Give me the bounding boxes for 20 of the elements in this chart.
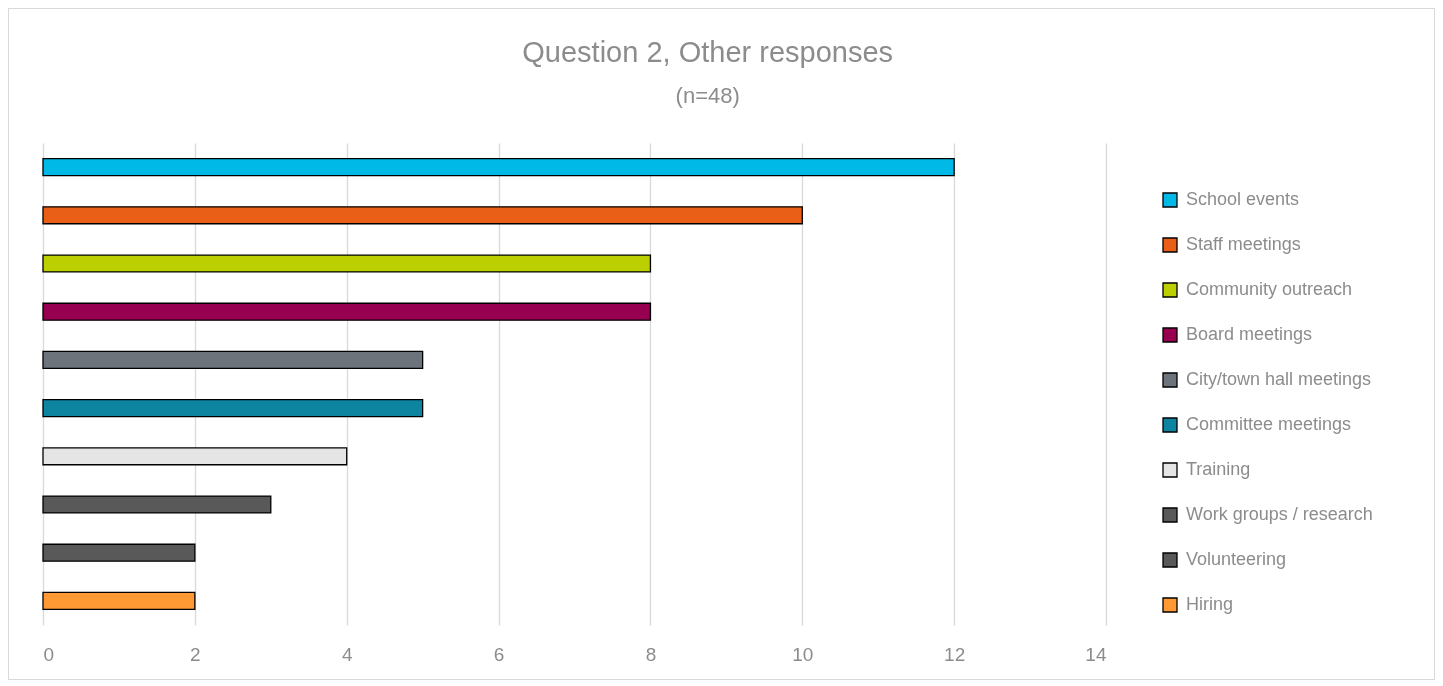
legend-label: Committee meetings: [1186, 414, 1352, 434]
x-tick-label: 4: [341, 643, 353, 665]
legend-label: Work groups / research: [1186, 504, 1373, 524]
x-tick-label: 12: [944, 643, 966, 665]
x-tick-label: 0: [43, 643, 55, 665]
legend-label: School events: [1186, 189, 1300, 209]
legend-label: Training: [1186, 459, 1251, 479]
x-tick-label: 14: [1085, 643, 1107, 665]
legend-label: Staff meetings: [1186, 234, 1301, 254]
chart-title: Question 2, Other responses: [522, 36, 894, 68]
legend-label: City/town hall meetings: [1186, 369, 1372, 389]
legend-label: Board meetings: [1186, 324, 1313, 344]
x-tick-label: 6: [493, 643, 505, 665]
legend-label: Volunteering: [1186, 549, 1287, 569]
x-tick-label: 2: [190, 643, 201, 665]
legend-label: Community outreach: [1186, 279, 1353, 299]
x-tick-label: 10: [792, 643, 814, 665]
chart-subtitle: (n=48): [675, 83, 740, 108]
legend-label: Hiring: [1186, 594, 1234, 614]
x-tick-label: 8: [645, 643, 657, 665]
